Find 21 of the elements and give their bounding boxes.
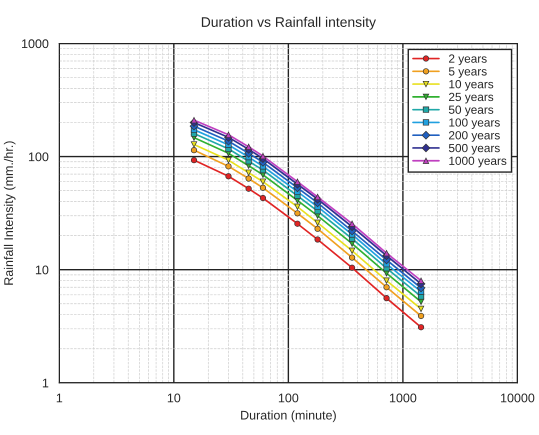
- legend-label: 200 years: [449, 131, 500, 142]
- x-axis-title: Duration (minute): [241, 410, 336, 422]
- y-tick-label: 1000: [22, 39, 48, 48]
- legend-label: 10 years: [449, 80, 494, 91]
- legend-label: 1000 years: [449, 156, 506, 168]
- x-tick-label: 10: [168, 394, 180, 402]
- y-axis-title: Rainfall Intensity (mm./hr.): [4, 141, 16, 285]
- x-tick-label: 1000: [390, 394, 416, 402]
- x-tick-label: 1: [56, 394, 62, 402]
- legend-label: 5 years: [448, 67, 487, 78]
- chart-title: Duration vs Rainfall intensity: [202, 16, 376, 30]
- legend-label: 2 years: [449, 54, 487, 66]
- legend-label: 25 years: [449, 92, 494, 104]
- legend-label: 500 years: [448, 144, 500, 155]
- y-tick-label: 1: [42, 378, 48, 388]
- x-tick-label: 10000: [501, 394, 534, 402]
- y-tick-label: 100: [28, 152, 48, 162]
- legend-label: 100 years: [449, 118, 500, 130]
- x-tick-label: 100: [278, 394, 298, 402]
- y-tick-label: 10: [36, 266, 48, 274]
- legend-label: 50 years: [448, 106, 494, 116]
